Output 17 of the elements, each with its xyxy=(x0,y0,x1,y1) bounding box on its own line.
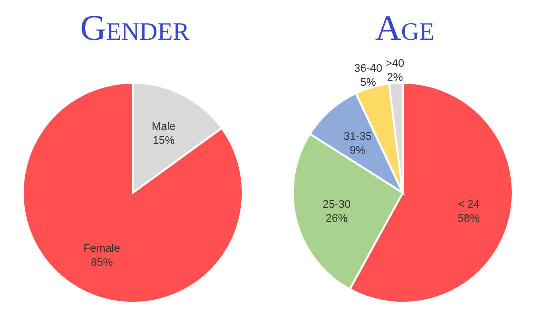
data-label: 58% xyxy=(458,212,480,225)
slice-label: 36-40 xyxy=(354,62,382,75)
chart-title: Gender xyxy=(79,8,191,48)
slice-label: 31-35 xyxy=(344,130,372,143)
slice-label: < 24 xyxy=(458,198,480,211)
data-label: 85% xyxy=(91,256,114,269)
data-label: 5% xyxy=(360,76,377,89)
pie-slice xyxy=(22,82,244,304)
slice-label: Male xyxy=(152,121,176,134)
slice-label: 25-30 xyxy=(322,198,352,211)
slice-label: >40 xyxy=(386,58,405,70)
data-label: 26% xyxy=(326,212,348,225)
slice-label: Female xyxy=(84,242,120,255)
data-label: 2% xyxy=(387,72,404,84)
data-label: 15% xyxy=(152,135,176,148)
data-label: 9% xyxy=(350,144,366,157)
chart-title: Age xyxy=(374,8,436,48)
